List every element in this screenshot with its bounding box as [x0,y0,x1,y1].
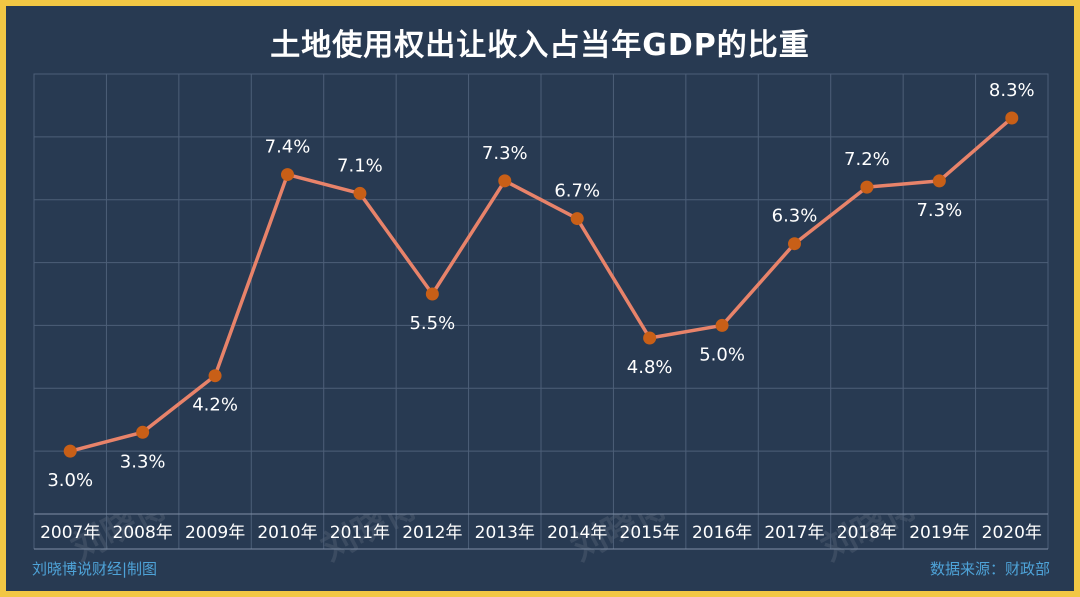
x-tick-label: 2018年 [837,523,897,543]
line-chart: 2007年 2008年 2009年 2010年 2011年 2012年 2013年 2014年… [33,73,1049,550]
x-tick-label: 2011年 [330,523,390,543]
source-text: 数据来源：财政部 [929,560,1050,578]
credit-text: 刘晓博说财经|制图 [32,560,158,578]
data-label: 7.3% [482,143,528,164]
data-label: 7.2% [844,149,890,170]
data-point [208,369,222,383]
x-tick-label: 2010年 [257,523,317,543]
data-point [498,174,512,188]
data-point [1005,111,1019,125]
data-point [353,186,367,200]
data-point [932,174,946,188]
x-tick-label: 2020年 [982,523,1042,543]
data-point [136,425,150,439]
x-tick-label: 2015年 [620,523,680,543]
data-point [570,212,584,226]
data-point [788,237,801,251]
series-line [69,116,1013,453]
data-point [860,180,874,194]
data-label: 5.0% [699,344,745,365]
data-label: 3.0% [47,470,93,491]
data-label: 8.3% [989,80,1035,101]
x-tick-label: 2017年 [764,523,824,543]
x-tick-label: 2016年 [692,523,752,543]
data-label: 7.3% [916,200,962,221]
data-label: 6.7% [554,181,600,202]
data-label: 4.8% [627,357,673,378]
x-tick-label: 2019年 [909,523,969,543]
x-tick-label: 2013年 [475,523,535,543]
chart-frame: 刘晓博说财经刘晓博说财经刘晓博说财经刘晓博说财经刘晓博说财经刘晓博说财经刘晓博说… [6,6,1074,591]
chart-title: 土地使用权出让收入占当年GDP的比重 [270,28,810,63]
x-tick-label: 2009年 [185,523,245,543]
data-label: 4.2% [192,395,238,416]
data-point [643,331,657,345]
data-point [281,168,294,182]
x-tick-label: 2007年 [40,523,100,543]
data-point [425,287,439,301]
data-label: 7.1% [337,155,383,176]
x-tick-label: 2008年 [113,523,173,543]
data-point [63,444,77,458]
data-label: 7.4% [265,137,311,158]
x-tick-label: 2014年 [547,523,607,543]
data-label: 3.3% [120,451,166,472]
data-label: 6.3% [772,206,818,227]
data-point [715,318,729,332]
x-tick-label: 2012年 [402,523,462,543]
data-label: 5.5% [409,313,455,334]
